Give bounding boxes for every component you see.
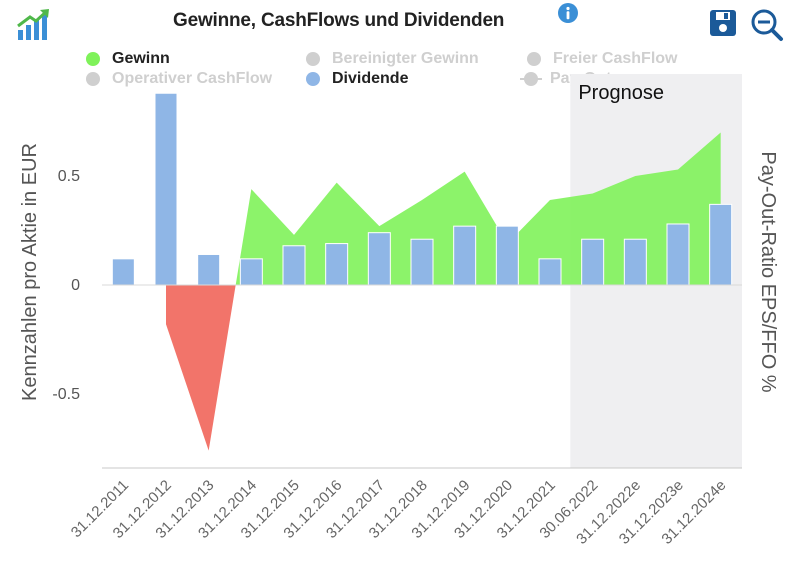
dividende-bar[interactable] bbox=[495, 225, 519, 286]
legend-label: Bereinigter Gewinn bbox=[332, 50, 479, 67]
y-axis-tick-labels: -0.5 0 0.5 bbox=[52, 168, 80, 403]
y-tick-label: 0.5 bbox=[58, 168, 80, 185]
legend-line-icon bbox=[520, 72, 542, 86]
y-tick-label: -0.5 bbox=[52, 386, 80, 403]
trending-chart-logo-icon bbox=[17, 9, 49, 40]
dividende-bar[interactable] bbox=[111, 258, 135, 286]
legend-item-operativer-cashflow[interactable]: Operativer CashFlow bbox=[86, 70, 272, 88]
dividende-bar[interactable] bbox=[623, 238, 647, 286]
legend-dot-icon bbox=[306, 72, 320, 86]
dividende-bar[interactable] bbox=[538, 258, 562, 286]
info-icon[interactable] bbox=[558, 3, 578, 23]
legend-label: Operativer CashFlow bbox=[112, 70, 273, 87]
dividende-bar[interactable] bbox=[709, 203, 733, 286]
dividende-bar[interactable] bbox=[325, 243, 349, 286]
dividende-bar[interactable] bbox=[367, 232, 391, 286]
legend-dot-icon bbox=[527, 52, 541, 66]
legend-label: Gewinn bbox=[112, 50, 170, 67]
gewinn-area-negative[interactable] bbox=[166, 284, 236, 451]
dividende-bar[interactable] bbox=[410, 238, 434, 286]
y-tick-label: 0 bbox=[71, 277, 80, 294]
chart-header: Gewinne, CashFlows und Dividenden bbox=[0, 0, 800, 44]
dividende-bar-series bbox=[111, 92, 733, 286]
legend-dot-icon bbox=[306, 52, 320, 66]
dividende-bar[interactable] bbox=[239, 258, 263, 286]
dividende-bar[interactable] bbox=[666, 223, 690, 286]
dividende-bar[interactable] bbox=[282, 245, 306, 286]
legend-label: Dividende bbox=[332, 70, 409, 87]
legend-item-bereinigter-gewinn[interactable]: Bereinigter Gewinn bbox=[306, 50, 479, 68]
y-axis-title: Kennzahlen pro Aktie in EUR bbox=[19, 143, 41, 401]
forecast-label: Prognose bbox=[578, 82, 664, 104]
legend-dot-icon bbox=[86, 72, 100, 86]
legend-item-dividende[interactable]: Dividende bbox=[306, 70, 408, 88]
axes bbox=[102, 284, 742, 469]
dividende-bar[interactable] bbox=[154, 92, 178, 286]
legend-item-freier-cashflow[interactable]: Freier CashFlow bbox=[527, 50, 677, 68]
dividende-bar[interactable] bbox=[581, 238, 605, 286]
chart-legend: Gewinn Bereinigter Gewinn Freier CashFlo… bbox=[0, 48, 800, 88]
legend-dot-icon bbox=[86, 52, 100, 66]
dividende-bar[interactable] bbox=[453, 225, 477, 286]
legend-label: Freier CashFlow bbox=[553, 50, 678, 67]
save-icon[interactable] bbox=[708, 8, 738, 38]
y2-axis-title: Pay-Out-Ratio EPS/FFO % bbox=[757, 151, 779, 392]
legend-item-gewinn[interactable]: Gewinn bbox=[86, 50, 170, 68]
zoom-out-icon[interactable] bbox=[750, 8, 784, 42]
chart-title: Gewinne, CashFlows und Dividenden bbox=[173, 10, 505, 31]
x-axis-tick-labels: 31.12.201131.12.201231.12.201331.12.2014… bbox=[68, 477, 730, 548]
dividende-bar[interactable] bbox=[197, 253, 221, 286]
